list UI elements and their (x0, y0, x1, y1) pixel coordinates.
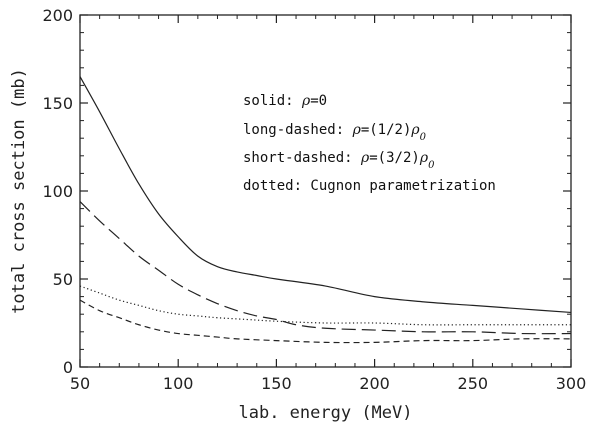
series-line-dotted (79, 285, 571, 326)
x-tick-label: 50 (70, 374, 90, 393)
y-tick-label: 150 (42, 94, 73, 113)
x-tick-label: 250 (458, 374, 489, 393)
x-tick-label: 300 (556, 374, 587, 393)
ticks (79, 14, 572, 368)
x-axis-title: lab. energy (MeV) (239, 403, 413, 423)
x-tick-label: 100 (163, 374, 194, 393)
y-tick-label: 50 (53, 270, 73, 289)
legend-entry-short-dashed: short-dashed: ρ=(3/2)ρ0 (243, 150, 435, 171)
series-line-short-dashed (79, 299, 572, 344)
series-line-solid (79, 76, 572, 314)
legend-entry-long-dashed: long-dashed: ρ=(1/2)ρ0 (243, 122, 427, 143)
y-tick-label: 200 (42, 6, 73, 25)
legend-entry-dotted: dotted: Cugnon parametrization (243, 178, 496, 194)
legend-entry-solid: solid: ρ=0 (243, 93, 327, 109)
series-line-long-dashed (79, 201, 572, 335)
x-tick-label: 150 (261, 374, 292, 393)
y-axis-title: total cross section (mb) (9, 68, 29, 314)
y-tick-label: 0 (63, 358, 73, 377)
x-tick-label: 200 (359, 374, 390, 393)
legend: solid: ρ=0 long-dashed: ρ=(1/2)ρ0 short-… (243, 93, 496, 194)
series-group (79, 76, 572, 344)
y-tick-label: 100 (42, 182, 73, 201)
